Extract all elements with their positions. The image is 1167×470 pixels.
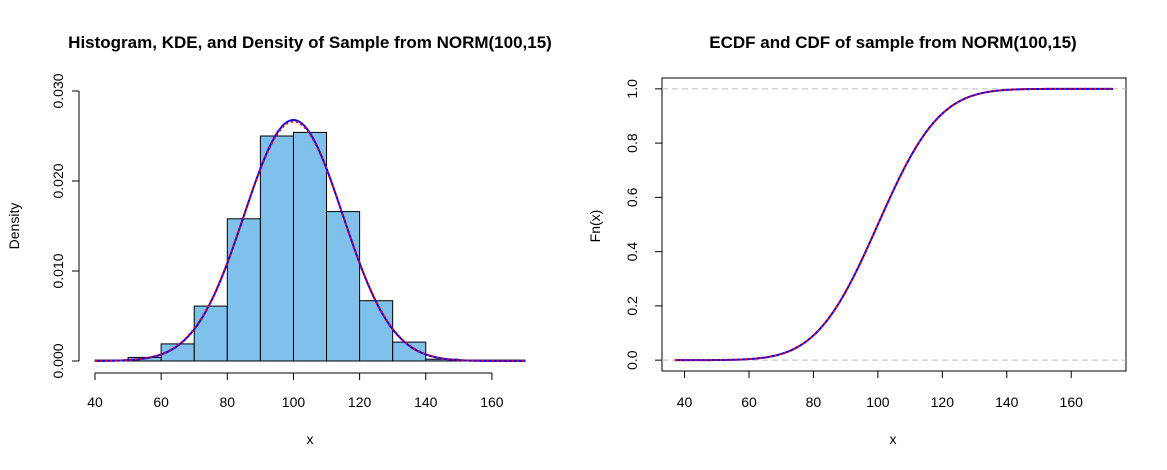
y-tick-label: 0.4 [624,242,640,262]
histogram-bar [392,341,427,362]
histogram-bar [326,211,361,362]
x-tick-label: 140 [995,394,1019,410]
histogram-panel: Histogram, KDE, and Density of Sample fr… [6,33,552,447]
ecdf-title: ECDF and CDF of sample from NORM(100,15) [709,33,1076,52]
y-tick-label: 0.000 [50,343,66,378]
x-tick-label: 40 [677,394,693,410]
x-tick-label: 140 [414,394,438,410]
histogram-bar [292,131,328,362]
y-tick-label: 0.2 [624,296,640,316]
ecdf-y-axis: 0.0 0.2 0.4 0.6 0.8 1.0 [624,79,662,370]
x-tick-label: 100 [282,394,306,410]
histogram-y-label: Density [6,203,22,250]
x-tick-label: 160 [480,394,504,410]
ecdf-plot-box [661,77,1127,372]
histogram-bars [94,131,526,362]
histogram-y-axis: 0.000 0.010 0.020 0.030 [50,73,80,379]
x-tick-label: 80 [806,394,822,410]
x-tick-label: 160 [1060,394,1084,410]
ecdf-reference-lines [662,88,1126,361]
histogram-x-axis: 40 60 80 100 120 140 160 [87,372,504,410]
histogram-bar [259,135,294,362]
y-tick-label: 0.010 [50,253,66,288]
ecdf-line [674,87,1114,362]
ecdf-x-axis: 40 60 80 100 120 140 160 [677,371,1083,410]
y-tick-label: 0.020 [50,163,66,198]
ecdf-y-label: Fn(x) [587,210,603,243]
histogram-bar [226,218,261,362]
y-tick-label: 0.6 [624,187,640,207]
x-tick-label: 80 [220,394,236,410]
density-line [94,120,526,362]
y-tick-label: 0.030 [50,73,66,108]
cdf-line [674,87,1114,362]
histogram-x-label: x [307,431,314,447]
histogram-bar [193,305,228,362]
y-tick-label: 0.8 [624,133,640,153]
y-tick-label: 0.0 [624,350,640,370]
x-tick-label: 60 [153,394,169,410]
histogram-bar [359,300,394,362]
x-tick-label: 120 [348,394,372,410]
histogram-title: Histogram, KDE, and Density of Sample fr… [68,33,552,52]
x-tick-label: 60 [741,394,757,410]
y-tick-label: 1.0 [624,79,640,99]
ecdf-x-label: x [890,431,897,447]
x-tick-label: 100 [866,394,890,410]
x-tick-label: 40 [87,394,103,410]
ecdf-panel: ECDF and CDF of sample from NORM(100,15)… [587,33,1127,447]
x-tick-label: 120 [931,394,955,410]
